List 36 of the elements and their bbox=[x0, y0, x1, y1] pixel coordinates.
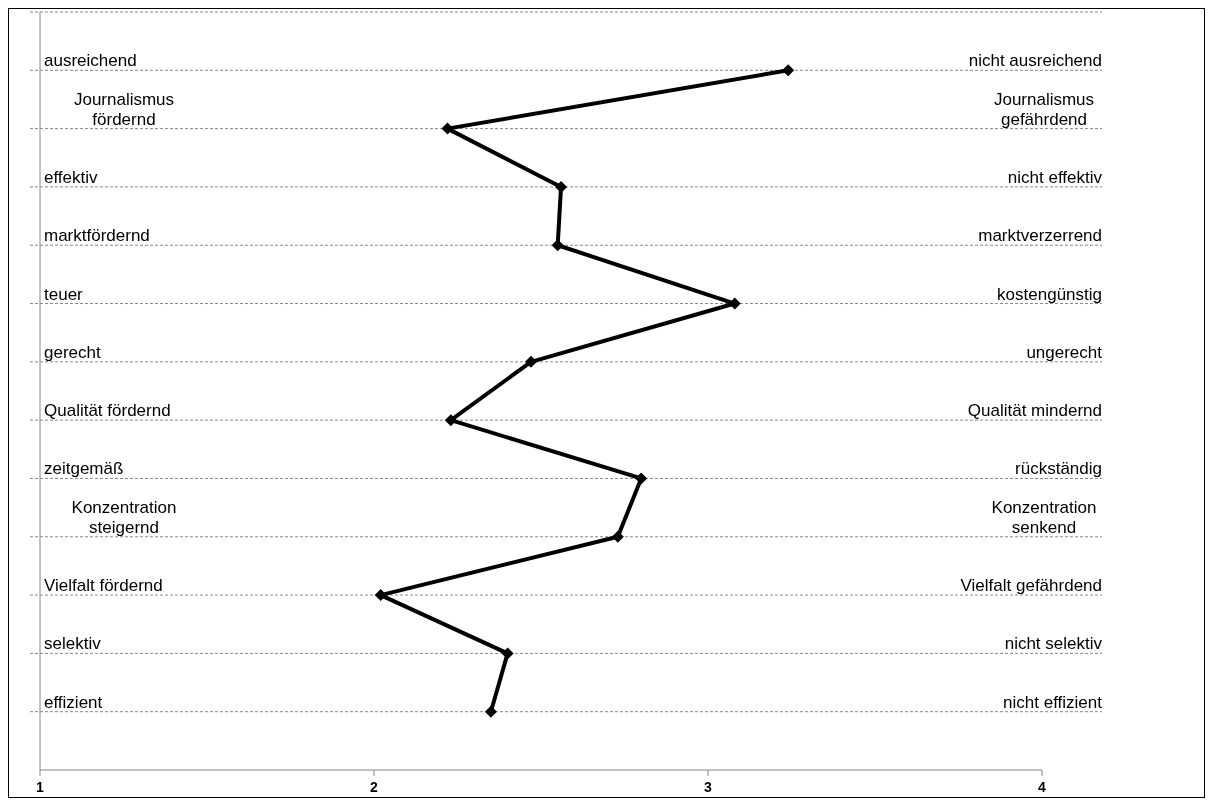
point bbox=[501, 647, 514, 660]
annotation: nicht effizient bbox=[1003, 692, 1103, 712]
y-tick-label: effektiv bbox=[44, 167, 99, 187]
annotation: nicht ausreichend bbox=[968, 51, 1102, 71]
annotation: Vielfalt gefährdend bbox=[960, 576, 1102, 596]
annotation: rückständig bbox=[1015, 459, 1102, 479]
point bbox=[484, 705, 497, 718]
x-tick-label: 4 bbox=[1038, 779, 1047, 795]
point bbox=[782, 64, 795, 77]
annotation: ungerecht bbox=[1026, 342, 1103, 362]
y-tick-label: zeitgemäß bbox=[44, 459, 124, 479]
annotation: marktverzerrend bbox=[978, 226, 1102, 246]
point bbox=[611, 530, 624, 543]
y-tick-label: Vielfalt fördernd bbox=[44, 576, 163, 596]
point bbox=[524, 355, 537, 368]
x-tick-label: 2 bbox=[370, 779, 379, 795]
y-tick-label: marktfördernd bbox=[44, 226, 150, 246]
x-tick-label: 1 bbox=[36, 779, 45, 795]
y-tick-label: Journalismus fördernd bbox=[73, 89, 175, 129]
y-tick-label: gerecht bbox=[44, 342, 101, 362]
point bbox=[444, 414, 457, 427]
annotation: Konzentration senkend bbox=[991, 497, 1097, 537]
y-tick-label: Qualität fördernd bbox=[44, 401, 171, 421]
point bbox=[555, 180, 568, 193]
annotation: nicht selektiv bbox=[1004, 634, 1103, 654]
x-tick-label: 3 bbox=[704, 779, 713, 795]
annotation: nicht effektiv bbox=[1007, 167, 1103, 187]
y-tick-label: teuer bbox=[44, 284, 84, 304]
annotation: kostengünstig bbox=[997, 284, 1102, 304]
annotation: Journalismus gefährdend bbox=[993, 89, 1095, 129]
y-tick-label: selektiv bbox=[44, 634, 102, 654]
y-tick-label: Konzentration steigernd bbox=[71, 497, 177, 537]
annotation: Qualität mindernd bbox=[967, 401, 1102, 421]
y-tick-label: ausreichend bbox=[44, 51, 137, 71]
point bbox=[635, 472, 648, 485]
y-tick-label: effizient bbox=[44, 692, 103, 712]
